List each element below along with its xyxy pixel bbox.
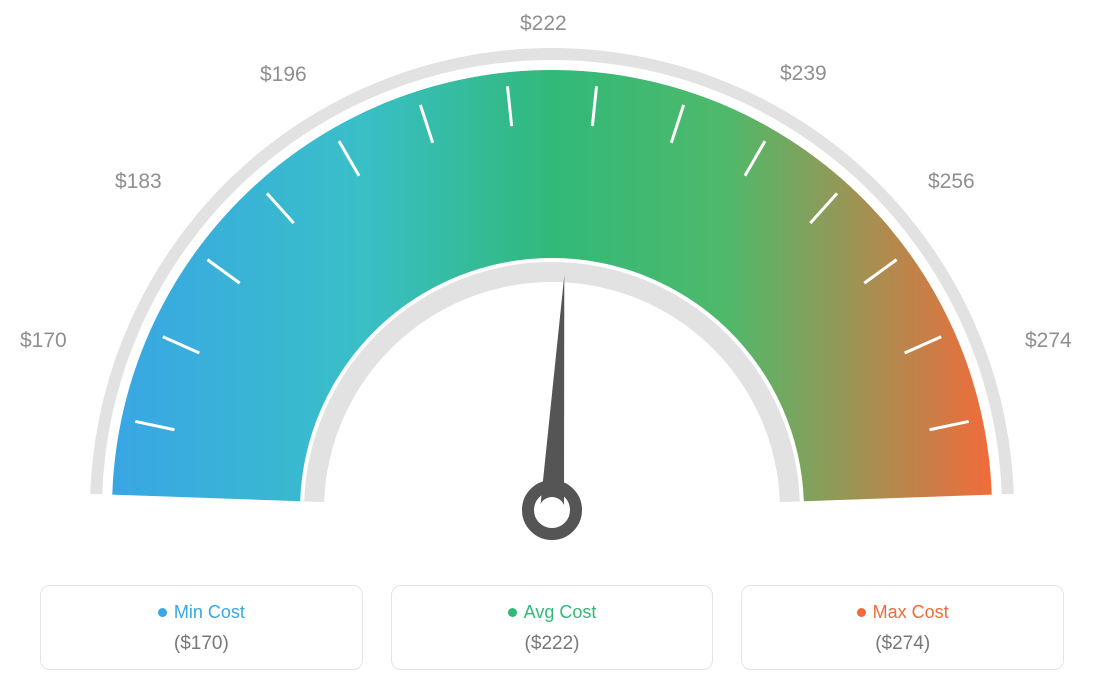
gauge-svg (0, 0, 1104, 560)
gauge-tick-label: $196 (260, 63, 307, 87)
gauge-tick-label: $256 (928, 170, 975, 194)
legend-text-max: Max Cost (873, 602, 949, 623)
legend-dot-avg (508, 608, 517, 617)
legend-label-avg: Avg Cost (404, 602, 701, 623)
legend-text-avg: Avg Cost (524, 602, 597, 623)
legend-value-min: ($170) (53, 633, 350, 655)
gauge-needle (540, 275, 564, 510)
legend-dot-max (857, 608, 866, 617)
legend-card-min: Min Cost ($170) (40, 585, 363, 670)
legend-value-avg: ($222) (404, 633, 701, 655)
legend-card-avg: Avg Cost ($222) (391, 585, 714, 670)
gauge-tick-label: $239 (780, 62, 827, 86)
legend-label-max: Max Cost (754, 602, 1051, 623)
gauge-tick-label: $183 (115, 170, 162, 194)
gauge-tick-label: $274 (1025, 329, 1072, 353)
legend-text-min: Min Cost (174, 602, 245, 623)
gauge-tick-label: $170 (20, 329, 67, 353)
gauge-needle-hub-inner (539, 497, 565, 523)
gauge-tick-label: $222 (520, 12, 567, 36)
legend-card-max: Max Cost ($274) (741, 585, 1064, 670)
legend-value-max: ($274) (754, 633, 1051, 655)
legend-label-min: Min Cost (53, 602, 350, 623)
legend-row: Min Cost ($170) Avg Cost ($222) Max Cost… (40, 585, 1064, 670)
legend-dot-min (158, 608, 167, 617)
gauge-area: $170 $183 $196 $222 $239 $256 $274 (0, 0, 1104, 560)
cost-gauge-chart: $170 $183 $196 $222 $239 $256 $274 Min Cost ($… (0, 0, 1104, 690)
